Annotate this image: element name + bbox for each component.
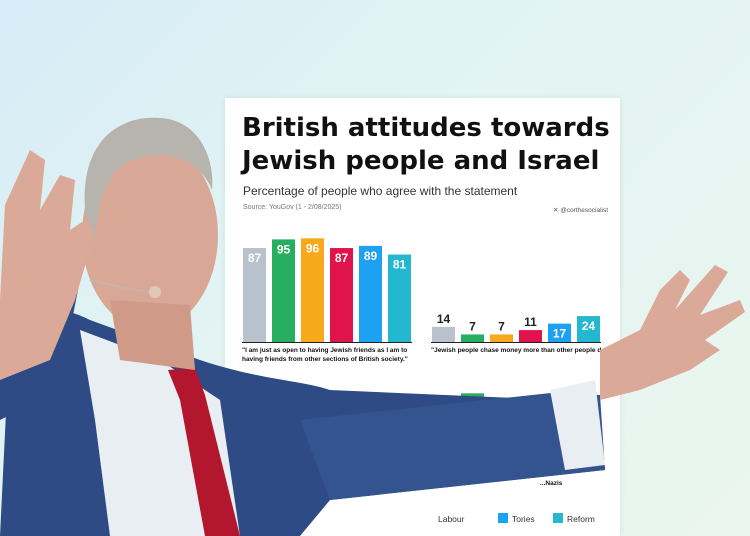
legend-label-tories: Tories	[512, 514, 535, 524]
bar-panel2-6	[577, 316, 600, 342]
chart-title: British attitudes towards Jewish people …	[242, 112, 612, 178]
bar-label-panel1-3: 96	[306, 241, 320, 255]
bar-panel2-4	[519, 330, 542, 342]
chart-source: Source: YouGov (1 - 2/08/2025)	[243, 204, 342, 211]
bar-label-panel1-1: 87	[248, 251, 262, 265]
chart-subtitle: Percentage of people who agree with the …	[243, 184, 518, 198]
chart-title-line-2: Jewish people and Israel	[242, 146, 600, 176]
bar-panel2-1	[432, 326, 455, 342]
bar-label-panel2-6: 24	[582, 319, 596, 333]
bar-panel1-1	[243, 248, 266, 342]
bar-panel1-3	[301, 238, 324, 342]
bar-panel1-2	[272, 239, 295, 342]
statement-label-1: "I am just as open to having Jewish frie…	[242, 347, 408, 363]
bar-panel1-4	[330, 248, 353, 342]
bar-label-panel2-2: 7	[469, 319, 476, 333]
legend-swatch-tories	[498, 513, 508, 523]
bar-label-panel1-2: 95	[277, 242, 291, 256]
statement-label-4: ...Nazis	[540, 480, 563, 487]
bar-label-panel1-5: 89	[364, 249, 378, 263]
legend-label-reform: Reform	[567, 514, 595, 524]
bar-label-panel1-6: 81	[393, 258, 407, 272]
social-handle: ✕ @corthesocialist	[553, 207, 609, 214]
bar-label-panel2-4: 11	[524, 315, 537, 329]
legend-label-labour: Labour	[438, 514, 465, 524]
statement-label-2: "Jewish people chase money more than oth…	[431, 347, 611, 354]
bar-panel2-3	[490, 334, 513, 342]
bar-panel2-2	[461, 334, 484, 342]
bar-label-panel2-1: 14	[437, 312, 451, 326]
chart-title-line-1: British attitudes towards	[242, 113, 610, 143]
bar-panel2-5	[548, 323, 571, 342]
bar-label-panel2-3: 7	[498, 319, 505, 333]
bar-label-panel2-5: 17	[553, 327, 567, 341]
bar-panel1-6	[388, 254, 411, 342]
legend-swatch-reform	[553, 513, 563, 523]
bar-panel1-5	[359, 245, 382, 342]
bar-label-panel1-4: 87	[335, 251, 349, 265]
